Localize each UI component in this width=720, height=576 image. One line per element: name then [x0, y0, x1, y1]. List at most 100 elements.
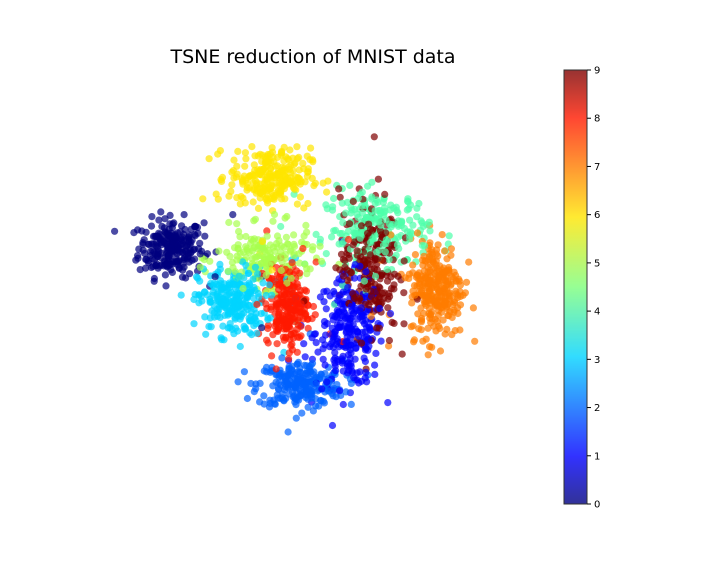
scatter-point-digit-5 [290, 252, 298, 260]
scatter-point-digit-1 [376, 304, 384, 312]
scatter-point-digit-9 [369, 226, 377, 234]
scatter-point-digit-5 [226, 252, 234, 260]
scatter-point-digit-2 [315, 373, 324, 381]
scatter-point-digit-2 [256, 379, 264, 387]
scatter-point-digit-2 [303, 362, 311, 370]
scatter-point-digit-9 [372, 324, 381, 332]
scatter-point-digit-6 [241, 149, 249, 157]
scatter-point-digit-1 [320, 298, 328, 306]
scatter-point-digit-0 [139, 240, 147, 248]
scatter-point-digit-1 [319, 355, 327, 363]
scatter-point-digit-3 [213, 297, 221, 305]
scatter-point-digit-7 [428, 291, 436, 299]
scatter-point-digit-0 [138, 227, 146, 235]
scatter-point-digit-4 [353, 210, 361, 218]
scatter-point-digit-1 [339, 400, 347, 409]
scatter-point-digit-6 [304, 168, 312, 176]
scatter-point-digit-7 [385, 342, 393, 350]
scatter-point-digit-4 [371, 207, 379, 215]
scatter-point-digit-6 [248, 143, 256, 151]
scatter-point-digit-7 [440, 247, 449, 255]
scatter-point-digit-1 [377, 337, 385, 345]
scatter-point-digit-0 [184, 254, 192, 262]
scatter-point-digit-6 [251, 177, 259, 185]
scatter-point-digit-6 [233, 162, 241, 170]
scatter-point-digit-1 [318, 385, 326, 393]
scatter-point-digit-0 [188, 236, 196, 244]
scatter-point-digit-6 [277, 190, 285, 198]
scatter-point-digit-4 [385, 256, 393, 264]
scatter-point-digit-5 [239, 284, 247, 293]
scatter-point-digit-6 [284, 155, 292, 163]
scatter-point-digit-9 [400, 320, 408, 328]
scatter-point-digit-4 [394, 209, 402, 217]
colorbar-gradient [563, 69, 588, 505]
scatter-point-digit-5 [277, 248, 285, 256]
scatter-point-digit-7 [447, 251, 455, 259]
scatter-point-digit-1 [333, 335, 341, 343]
scatter-point-digit-1 [333, 311, 341, 319]
scatter-point-digit-3 [253, 329, 261, 337]
scatter-point-digit-6 [286, 146, 294, 154]
scatter-point-digit-3 [250, 283, 258, 292]
scatter-point-digit-6 [296, 193, 304, 201]
scatter-point-digit-8 [296, 333, 304, 342]
scatter-point-digit-8 [263, 227, 271, 235]
scatter-point-digit-5 [270, 210, 279, 219]
scatter-point-digit-7 [426, 299, 434, 307]
scatter-point-digit-9 [347, 269, 355, 277]
scatter-point-digit-2 [319, 397, 327, 405]
scatter-point-digit-1 [350, 340, 358, 348]
scatter-point-digit-4 [393, 241, 401, 249]
scatter-point-digit-9 [350, 294, 358, 302]
scatter-point-digit-1 [342, 338, 350, 346]
scatter-point-digit-6 [246, 172, 254, 180]
scatter-point-digit-7 [435, 267, 443, 275]
scatter-point-digit-7 [426, 239, 434, 247]
scatter-point-digit-3 [244, 269, 252, 277]
scatter-point-digit-1 [335, 294, 343, 302]
scatter-point-digit-4 [420, 242, 429, 250]
scatter-point-digit-0 [191, 255, 199, 263]
scatter-point-digit-1 [371, 370, 379, 378]
scatter-point-digit-8 [299, 315, 307, 323]
scatter-point-digit-2 [324, 387, 332, 395]
scatter-point-digit-4 [382, 236, 390, 244]
scatter-point-digit-1 [328, 324, 336, 332]
scatter-point-digit-5 [196, 263, 204, 271]
scatter-point-digit-9 [370, 133, 378, 141]
scatter-point-digit-6 [306, 156, 314, 164]
scatter-point-digit-3 [225, 279, 233, 287]
scatter-point-digit-8 [262, 300, 270, 308]
scatter-point-digit-1 [344, 351, 352, 359]
scatter-point-digit-8 [285, 355, 293, 363]
scatter-point-digit-0 [148, 213, 156, 221]
scatter-point-digit-6 [228, 181, 236, 189]
scatter-point-digit-7 [417, 304, 425, 312]
scatter-point-digit-5 [317, 257, 326, 265]
scatter-point-digit-3 [226, 324, 234, 332]
scatter-point-digit-0 [168, 247, 177, 255]
scatter-point-digit-1 [356, 262, 364, 270]
scatter-point-digit-4 [338, 229, 346, 238]
scatter-point-digit-6 [225, 192, 233, 200]
scatter-point-digit-9 [380, 289, 388, 297]
scatter-point-digit-2 [265, 403, 274, 411]
scatter-point-digit-5 [262, 271, 270, 279]
scatter-point-digit-5 [298, 238, 306, 246]
scatter-point-digit-7 [456, 288, 464, 296]
scatter-point-digit-3 [222, 298, 230, 306]
scatter-point-digit-1 [322, 331, 330, 339]
scatter-point-digit-9 [349, 197, 357, 206]
scatter-point-digit-3 [257, 310, 265, 318]
scatter-point-digit-6 [304, 199, 312, 208]
scatter-point-digit-4 [360, 277, 368, 285]
scatter-point-digit-7 [413, 282, 421, 290]
scatter-point-digit-0 [176, 228, 184, 236]
scatter-point-digit-8 [286, 268, 294, 276]
scatter-point-digit-8 [282, 333, 290, 341]
scatter-point-digit-0 [149, 262, 157, 270]
scatter-point-digit-1 [351, 355, 359, 363]
scatter-point-digit-0 [155, 229, 163, 237]
scatter-point-digit-0 [203, 250, 211, 258]
